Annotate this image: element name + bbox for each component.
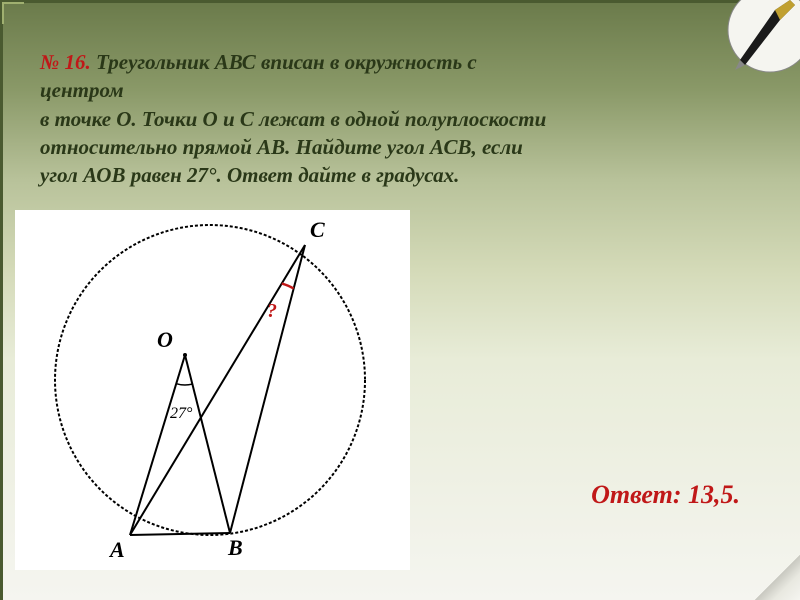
page-curl-decoration: [755, 555, 800, 600]
question-mark: ?: [267, 300, 277, 323]
problem-text-1: Треугольник АВС вписан в окружность с: [96, 50, 477, 74]
problem-statement: № 16. Треугольник АВС вписан в окружност…: [40, 48, 760, 190]
point-label-O: O: [157, 327, 173, 353]
geometry-diagram: O A B C 27° ?: [15, 210, 410, 570]
point-label-C: C: [310, 217, 325, 243]
corner-decoration-left: [2, 2, 24, 24]
answer-text: Ответ: 13,5.: [591, 480, 740, 510]
point-label-A: A: [110, 537, 125, 563]
problem-number: № 16.: [40, 50, 91, 74]
problem-text-5: угол АОВ равен 27°. Ответ дайте в градус…: [40, 163, 459, 187]
problem-text-3: в точке О. Точки О и С лежат в одной пол…: [40, 107, 546, 131]
angle-label-27: 27°: [170, 405, 192, 423]
problem-text-2: центром: [40, 78, 124, 102]
problem-text-4: относительно прямой АВ. Найдите угол АСВ…: [40, 135, 523, 159]
point-label-B: B: [228, 535, 243, 561]
